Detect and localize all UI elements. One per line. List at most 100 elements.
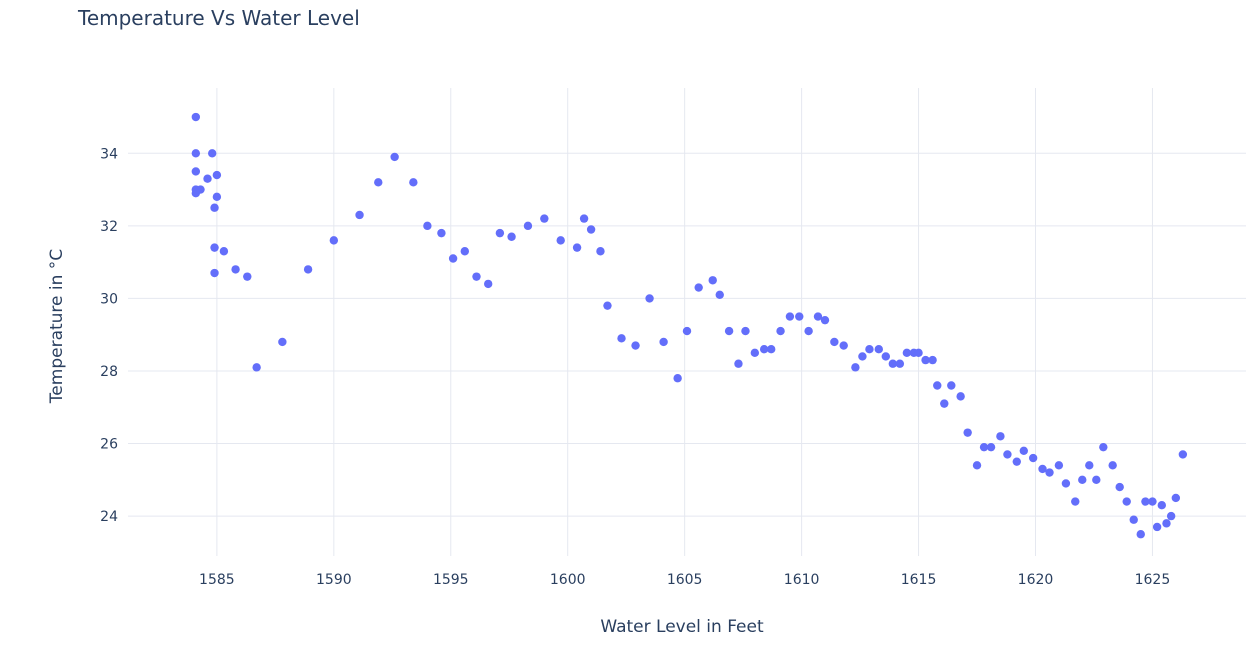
data-point[interactable] [645, 294, 654, 303]
data-point[interactable] [1136, 530, 1145, 539]
data-point[interactable] [212, 192, 222, 202]
data-point[interactable] [979, 442, 989, 452]
data-point[interactable] [631, 341, 640, 350]
data-point[interactable] [940, 399, 949, 408]
data-point[interactable] [191, 149, 201, 158]
data-point[interactable] [1071, 497, 1080, 506]
data-point[interactable] [460, 247, 470, 256]
data-point[interactable] [540, 214, 549, 223]
data-point[interactable] [243, 272, 252, 281]
data-point[interactable] [874, 345, 883, 354]
data-point[interactable] [210, 243, 219, 252]
data-point[interactable] [972, 461, 982, 470]
data-point[interactable] [579, 214, 589, 223]
data-point[interactable] [572, 243, 582, 252]
data-point[interactable] [741, 326, 750, 336]
data-point[interactable] [928, 355, 937, 365]
data-point[interactable] [196, 185, 205, 194]
data-point[interactable] [329, 236, 339, 245]
data-point[interactable] [1171, 493, 1181, 503]
data-point[interactable] [921, 355, 930, 365]
data-point[interactable] [1141, 497, 1150, 506]
data-point[interactable] [1099, 442, 1108, 452]
data-point[interactable] [776, 326, 785, 336]
data-point[interactable] [303, 265, 313, 274]
data-point[interactable] [1122, 497, 1131, 506]
data-point[interactable] [1028, 453, 1038, 463]
data-point[interactable] [1092, 475, 1101, 485]
data-point[interactable] [1038, 464, 1047, 474]
data-point[interactable] [914, 348, 923, 358]
data-point[interactable] [556, 236, 565, 245]
data-point[interactable] [820, 315, 830, 325]
data-point[interactable] [355, 210, 364, 220]
data-point[interactable] [208, 149, 217, 158]
data-point[interactable] [767, 345, 776, 354]
data-point[interactable] [902, 348, 912, 358]
data-point[interactable] [724, 326, 734, 336]
data-point[interactable] [1061, 479, 1071, 488]
data-point[interactable] [1157, 501, 1166, 510]
data-point[interactable] [212, 170, 222, 180]
data-point[interactable] [888, 359, 898, 368]
data-point[interactable] [839, 341, 848, 350]
data-point[interactable] [881, 352, 891, 361]
data-point[interactable] [996, 432, 1005, 441]
data-point[interactable] [1003, 450, 1012, 459]
data-point[interactable] [423, 221, 432, 231]
data-point[interactable] [715, 290, 724, 299]
data-point[interactable] [390, 152, 399, 162]
data-point[interactable] [617, 334, 626, 343]
data-point[interactable] [252, 363, 261, 372]
data-point[interactable] [278, 337, 287, 347]
data-point[interactable] [851, 363, 860, 372]
data-point[interactable] [1054, 461, 1064, 470]
data-point[interactable] [448, 254, 458, 263]
data-point[interactable] [231, 265, 240, 274]
data-point[interactable] [963, 428, 972, 437]
data-point[interactable] [1162, 519, 1171, 528]
data-point[interactable] [1166, 511, 1176, 521]
data-point[interactable] [409, 178, 418, 187]
data-point[interactable] [472, 272, 481, 281]
data-point[interactable] [1148, 497, 1157, 506]
data-point[interactable] [830, 337, 839, 347]
data-point[interactable] [694, 283, 703, 292]
data-point[interactable] [986, 442, 996, 452]
data-point[interactable] [813, 312, 823, 321]
data-point[interactable] [673, 374, 682, 383]
data-point[interactable] [865, 345, 874, 354]
data-point[interactable] [507, 232, 516, 241]
data-point[interactable] [804, 326, 813, 336]
data-point[interactable] [734, 359, 743, 368]
data-point[interactable] [1115, 482, 1124, 492]
data-point[interactable] [374, 178, 383, 187]
data-point[interactable] [659, 337, 668, 347]
data-point[interactable] [1108, 461, 1117, 470]
data-point[interactable] [1012, 457, 1021, 466]
data-point[interactable] [1129, 515, 1138, 524]
data-point[interactable] [483, 279, 493, 289]
data-point[interactable] [682, 326, 692, 336]
data-point[interactable] [933, 381, 942, 390]
data-point[interactable] [210, 203, 219, 212]
data-point[interactable] [523, 221, 533, 231]
data-point[interactable] [858, 352, 867, 361]
data-point[interactable] [795, 312, 804, 321]
data-point[interactable] [785, 312, 795, 321]
data-point[interactable] [1045, 468, 1054, 477]
data-point[interactable] [495, 228, 505, 238]
data-point[interactable] [1178, 450, 1188, 459]
data-point[interactable] [1078, 475, 1087, 485]
data-point[interactable] [219, 247, 229, 256]
data-point[interactable] [596, 247, 605, 256]
data-point[interactable] [956, 392, 965, 401]
data-point[interactable] [1085, 461, 1094, 470]
data-point[interactable] [895, 359, 905, 368]
data-point[interactable] [437, 228, 446, 238]
data-point[interactable] [759, 345, 769, 354]
data-point[interactable] [203, 174, 212, 183]
data-point[interactable] [1019, 446, 1029, 455]
data-point[interactable] [1152, 522, 1162, 532]
data-points[interactable] [191, 112, 1188, 539]
